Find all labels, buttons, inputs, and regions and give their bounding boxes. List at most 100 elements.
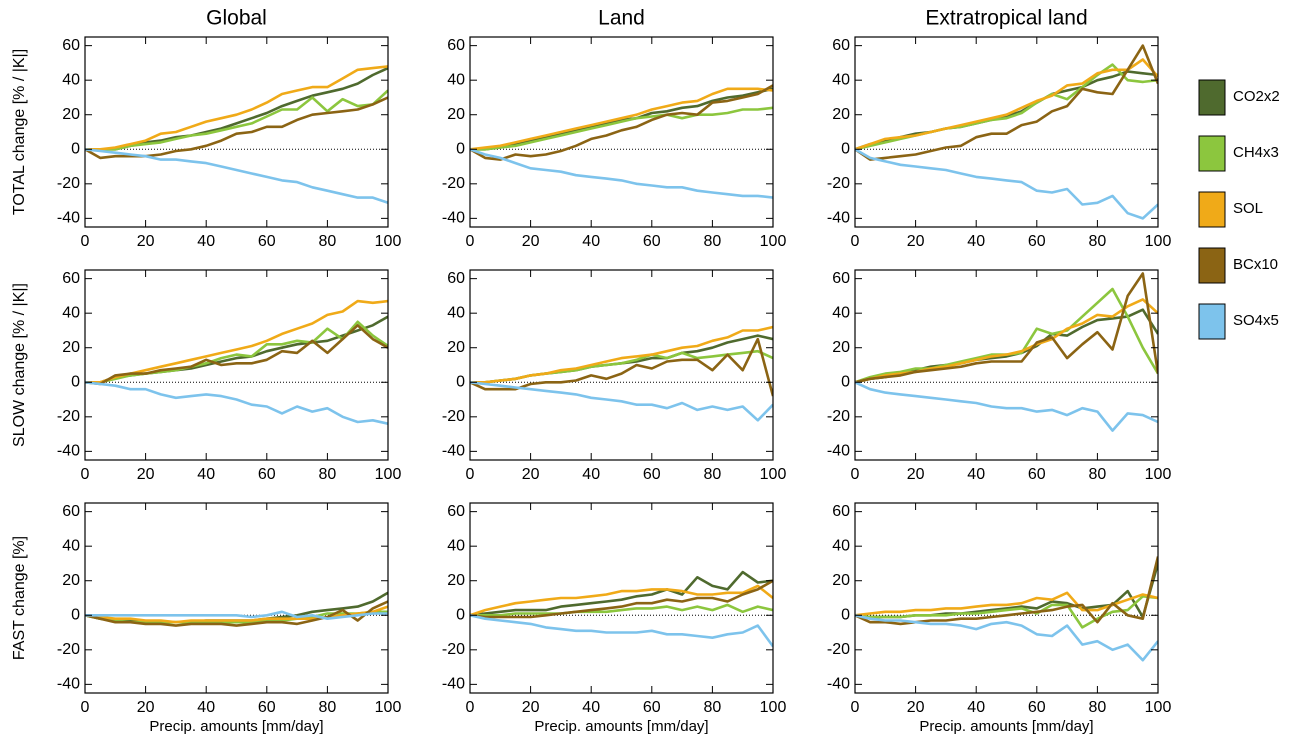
y-tick-label: 0 (456, 373, 465, 390)
x-tick-label: 60 (258, 466, 276, 483)
series-line (85, 605, 388, 624)
y-tick-label: -40 (57, 676, 80, 693)
y-tick-label: 60 (62, 503, 80, 520)
x-tick-label: 100 (375, 699, 402, 716)
x-tick-label: 20 (907, 233, 925, 250)
legend-swatch (1198, 247, 1226, 284)
y-tick-label: 60 (832, 270, 850, 287)
plot-frame (469, 36, 774, 228)
y-tick-label: -20 (442, 641, 465, 658)
y-tick-label: 40 (832, 537, 850, 554)
x-tick-label: 80 (319, 466, 337, 483)
y-tick-label: -40 (57, 210, 80, 227)
x-tick-label: 40 (197, 466, 215, 483)
y-tick-label: 0 (456, 606, 465, 623)
series-line (85, 299, 388, 384)
y-tick-label: 40 (832, 304, 850, 321)
series-line (85, 381, 388, 425)
x-tick-label: 40 (582, 466, 600, 483)
x-tick-label: 60 (643, 466, 661, 483)
series-line (470, 87, 773, 151)
chart-title: Land (598, 7, 645, 30)
y-tick-label: 0 (71, 373, 80, 390)
y-tick-label: 20 (832, 572, 850, 589)
x-tick-label: 80 (319, 699, 337, 716)
series-line (855, 381, 1158, 432)
x-tick-label: 40 (197, 233, 215, 250)
plot-frame (84, 36, 389, 228)
y-tick-label: -20 (827, 641, 850, 658)
y-tick-label: 40 (62, 304, 80, 321)
plot-frame (854, 269, 1159, 461)
y-tick-label: -40 (442, 443, 465, 460)
series-line (470, 84, 773, 161)
y-tick-label: -20 (827, 408, 850, 425)
series-line (85, 324, 388, 386)
legend-label: SO4x5 (1233, 312, 1279, 329)
x-tick-label: 0 (466, 466, 475, 483)
x-axis-label: Precip. amounts [mm/day] (534, 718, 708, 735)
x-axis-label: Precip. amounts [mm/day] (149, 718, 323, 735)
x-tick-label: 40 (582, 233, 600, 250)
x-tick-label: 0 (851, 699, 860, 716)
series-line (470, 381, 773, 422)
y-tick-label: 60 (447, 37, 465, 54)
y-tick-label: 20 (832, 106, 850, 123)
plot-frame (469, 502, 774, 694)
y-tick-label: 40 (447, 537, 465, 554)
y-tick-label: 60 (447, 270, 465, 287)
plot-frame (854, 36, 1159, 228)
y-tick-label: -40 (827, 443, 850, 460)
x-tick-label: 60 (643, 699, 661, 716)
series-line (85, 148, 388, 205)
y-tick-label: -20 (442, 408, 465, 425)
x-tick-label: 20 (522, 699, 540, 716)
y-tick-label: 20 (447, 339, 465, 356)
y-axis-label: TOTAL change [% / |K|] (11, 49, 28, 215)
x-tick-label: 0 (81, 466, 90, 483)
y-tick-label: -40 (442, 676, 465, 693)
x-tick-label: 80 (1089, 466, 1107, 483)
series-line (470, 584, 773, 617)
x-tick-label: 0 (466, 233, 475, 250)
chart-title: Extratropical land (925, 7, 1087, 30)
series-line (470, 570, 773, 617)
series-line (855, 44, 1158, 161)
series-line (855, 614, 1158, 662)
x-tick-label: 40 (967, 699, 985, 716)
x-tick-label: 20 (137, 233, 155, 250)
x-tick-label: 100 (375, 233, 402, 250)
legend-label: CH4x3 (1233, 144, 1279, 161)
y-tick-label: -40 (827, 210, 850, 227)
y-tick-label: 0 (71, 140, 80, 157)
y-tick-label: 0 (841, 606, 850, 623)
x-tick-label: 20 (522, 233, 540, 250)
series-line (855, 58, 1158, 151)
series-line (470, 106, 773, 151)
y-tick-label: 20 (832, 339, 850, 356)
x-axis-label: Precip. amounts [mm/day] (919, 718, 1093, 735)
x-tick-label: 80 (319, 233, 337, 250)
x-tick-label: 0 (81, 233, 90, 250)
y-tick-label: 20 (447, 106, 465, 123)
legend-label: BCx10 (1233, 256, 1278, 273)
x-tick-label: 100 (1145, 699, 1172, 716)
x-tick-label: 100 (760, 466, 787, 483)
x-tick-label: 20 (137, 699, 155, 716)
series-line (855, 298, 1158, 384)
legend-swatch (1198, 191, 1226, 228)
x-tick-label: 80 (1089, 233, 1107, 250)
x-tick-label: 60 (1028, 466, 1046, 483)
y-tick-label: 20 (447, 572, 465, 589)
x-tick-label: 0 (466, 699, 475, 716)
series-line (85, 65, 388, 151)
x-tick-label: 80 (704, 233, 722, 250)
y-tick-label: 20 (62, 106, 80, 123)
series-line (85, 600, 388, 627)
series-line (855, 148, 1158, 220)
x-tick-label: 20 (907, 699, 925, 716)
series-line (855, 272, 1158, 384)
x-tick-label: 40 (197, 699, 215, 716)
legend-label: SOL (1233, 200, 1263, 217)
